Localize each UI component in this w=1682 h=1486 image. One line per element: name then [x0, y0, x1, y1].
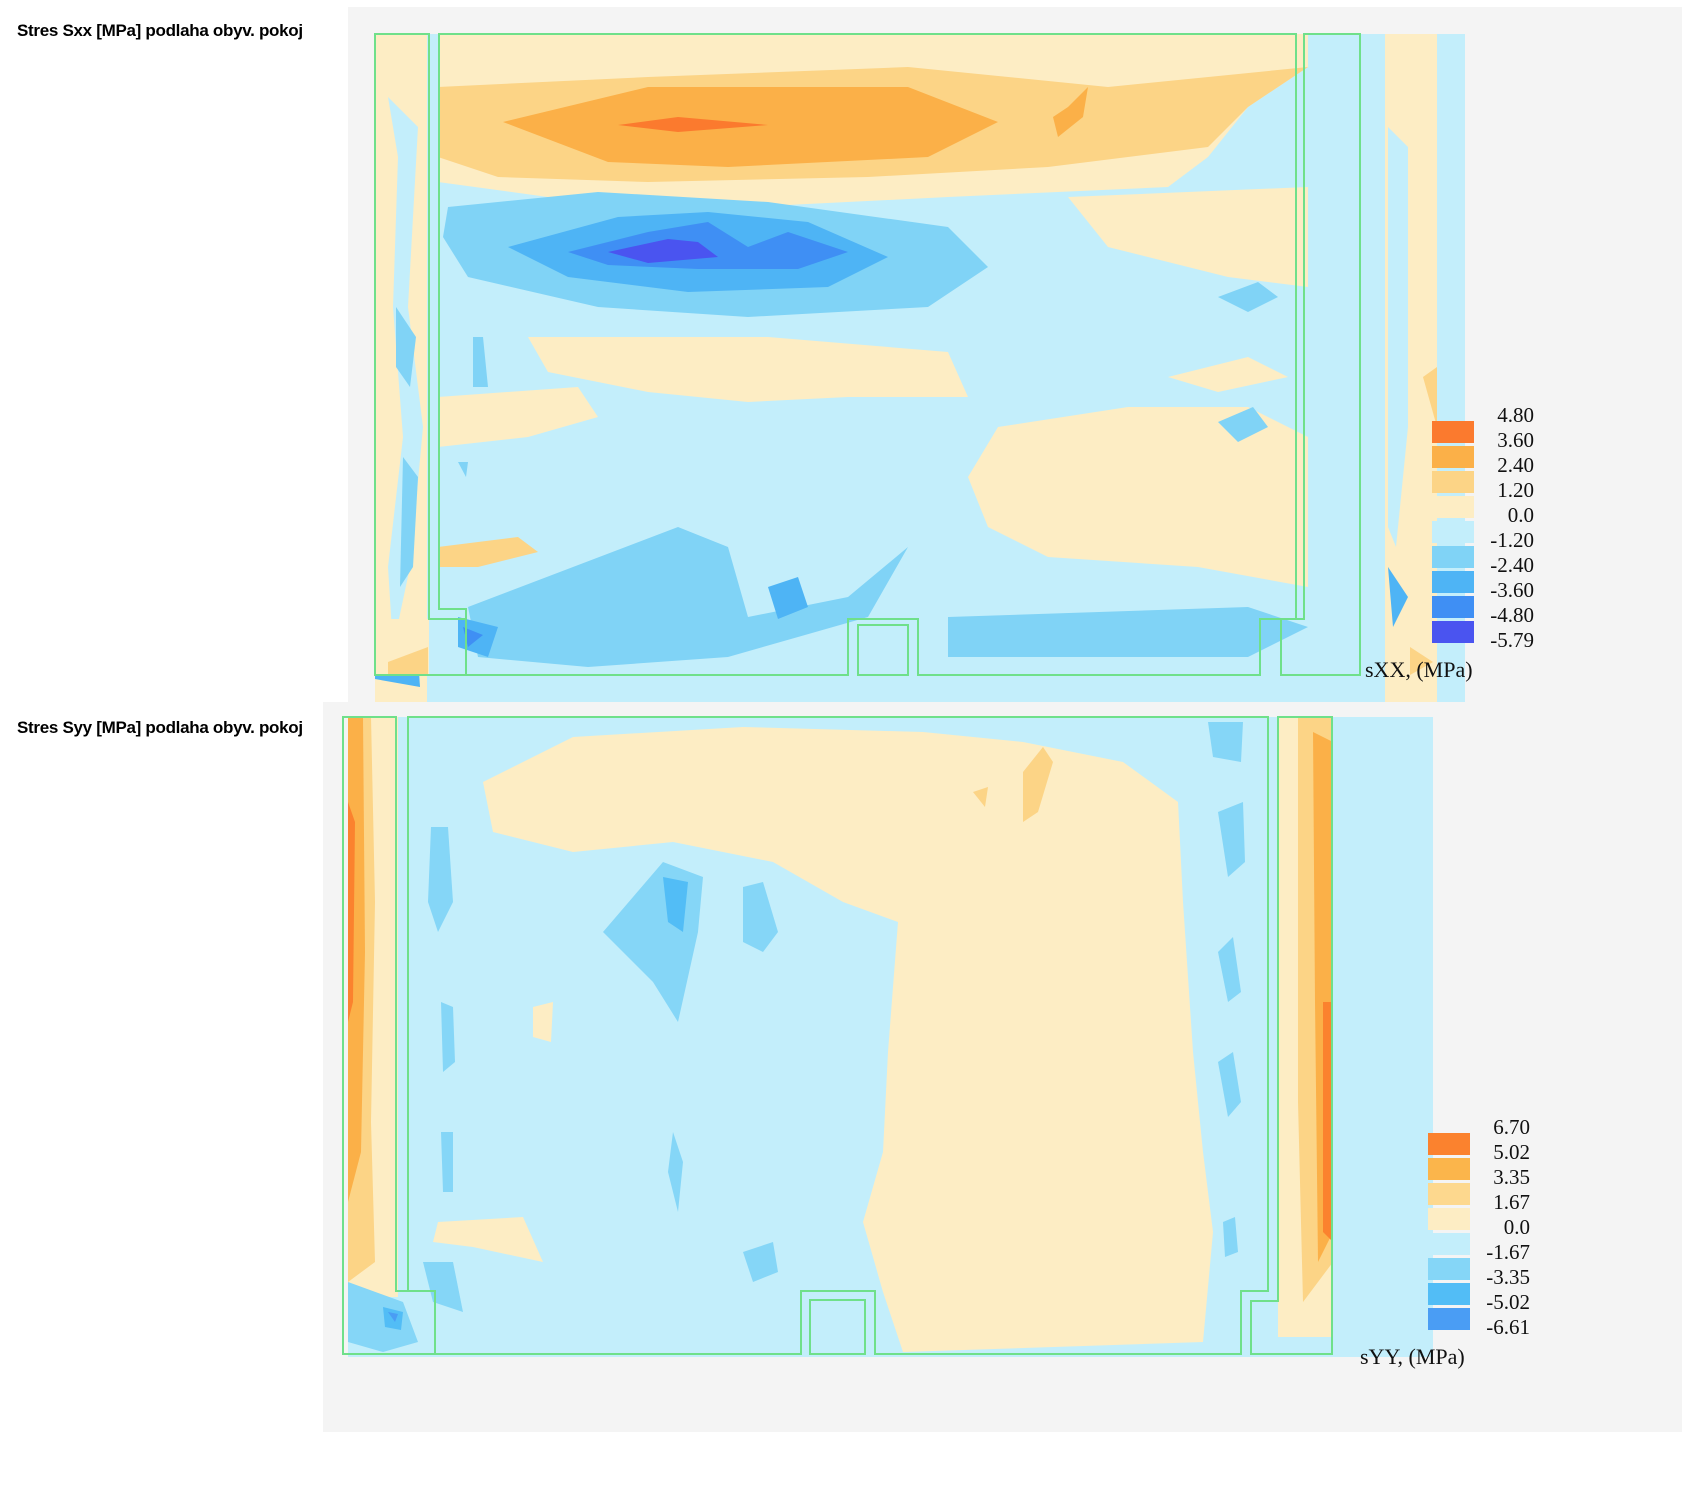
- contour-canvas-sxx: [348, 7, 1682, 733]
- floor-outline: [374, 33, 1361, 676]
- legend-level-label: 4.80: [1497, 403, 1534, 427]
- legend-level-label: 3.35: [1493, 1165, 1530, 1189]
- legend-level-label: -1.67: [1486, 1240, 1530, 1264]
- legend-swatch: [1428, 1308, 1470, 1330]
- legend-level-label: 0.0: [1504, 1215, 1530, 1239]
- legend-swatch: [1432, 621, 1474, 643]
- contour-fills: [375, 34, 1465, 724]
- legend-level-label: -4.80: [1490, 603, 1534, 627]
- legend-swatch: [1428, 1208, 1470, 1230]
- legend-swatch: [1432, 471, 1474, 493]
- plot-title-syy: Stres Syy [MPa] podlaha obyv. pokoj: [17, 718, 303, 737]
- legend-swatch: [1432, 596, 1474, 618]
- legend-level-label: -5.02: [1486, 1290, 1530, 1314]
- unit-label-sxx-wrap: sXX, (MPa): [1360, 650, 1560, 690]
- legend-swatch: [1432, 521, 1474, 543]
- legend-sxx: 4.80 3.60 2.40 1.20 0.0 -1.20 -2.40 -3.60 -4.80-…: [1420, 400, 1660, 700]
- legend-swatch: [1428, 1283, 1470, 1305]
- legend-syy: 6.70 5.02 3.35 1.67 0.0 -1.67 -3.35 -5.02 -6.61: [1416, 1112, 1656, 1412]
- legend-level-label: 0.0: [1508, 503, 1534, 527]
- unit-label-sxx: sXX, (MPa): [1365, 657, 1473, 682]
- plot-title-sxx: Stres Sxx [MPa] podlaha obyv. pokoj: [17, 21, 303, 40]
- legend-level-label: -2.40: [1490, 553, 1534, 577]
- legend-swatch: [1432, 421, 1474, 443]
- legend-level-label: -1.20: [1490, 528, 1534, 552]
- legend-swatch: [1428, 1133, 1470, 1155]
- unit-label-syy-wrap: sYY, (MPa): [1355, 1337, 1555, 1377]
- legend-swatch: [1432, 546, 1474, 568]
- contour-plot-syy: [323, 702, 1682, 1432]
- legend-swatch: [1432, 496, 1474, 518]
- legend-swatch: [1428, 1183, 1470, 1205]
- legend-level-label: -3.35: [1486, 1265, 1530, 1289]
- legend-swatch: [1432, 446, 1474, 468]
- unit-label-sxx-svg: sXX, (MPa): [1365, 657, 1473, 682]
- legend-level-label: 5.02: [1493, 1140, 1530, 1164]
- contour-fills: [348, 717, 1433, 1357]
- unit-label-syy-svg: sYY, (MPa): [1360, 1344, 1465, 1369]
- contour-plot-sxx: [348, 7, 1682, 733]
- legend-swatch: [1428, 1258, 1470, 1280]
- legend-level-label: -5.79: [1490, 628, 1534, 652]
- legend-level-label: 1.20: [1497, 478, 1534, 502]
- floor-outline: [342, 716, 1333, 1355]
- unit-label-syy: sYY, (MPa): [1360, 1344, 1465, 1369]
- legend-swatch: [1432, 571, 1474, 593]
- legend-level-label: -6.61: [1486, 1315, 1530, 1339]
- legend-level-label: 2.40: [1497, 453, 1534, 477]
- legend-syy-svg: 6.705.023.351.670.0-1.67-3.35-5.02-6.61: [1428, 1115, 1530, 1339]
- legend-level-label: 6.70: [1493, 1115, 1530, 1139]
- legend-sxx-svg: 4.803.602.401.200.0-1.20-2.40-3.60-4.80-…: [1432, 403, 1534, 652]
- legend-swatch: [1428, 1233, 1470, 1255]
- legend-swatch: [1428, 1158, 1470, 1180]
- legend-level-label: -3.60: [1490, 578, 1534, 602]
- legend-level-label: 1.67: [1493, 1190, 1530, 1214]
- legend-level-label: 3.60: [1497, 428, 1534, 452]
- contour-canvas-syy: [323, 702, 1682, 1432]
